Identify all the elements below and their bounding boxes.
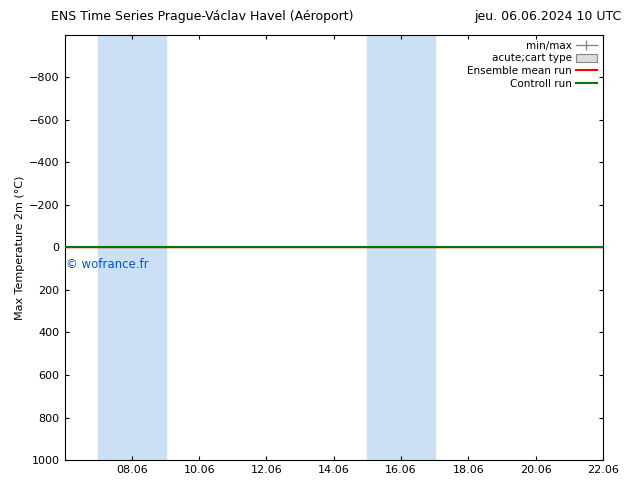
Bar (98, 35, 165, 460)
Text: jeu. 06.06.2024 10 UTC: jeu. 06.06.2024 10 UTC (474, 10, 621, 23)
Y-axis label: Max Temperature 2m (°C): Max Temperature 2m (°C) (15, 175, 25, 319)
Legend: min/max, acute;cart type, Ensemble mean run, Controll run: min/max, acute;cart type, Ensemble mean … (464, 38, 600, 92)
Text: ENS Time Series Prague-Václav Havel (Aéroport): ENS Time Series Prague-Václav Havel (Aér… (51, 10, 353, 23)
Text: © wofrance.fr: © wofrance.fr (66, 258, 149, 271)
Bar (368, 35, 435, 460)
